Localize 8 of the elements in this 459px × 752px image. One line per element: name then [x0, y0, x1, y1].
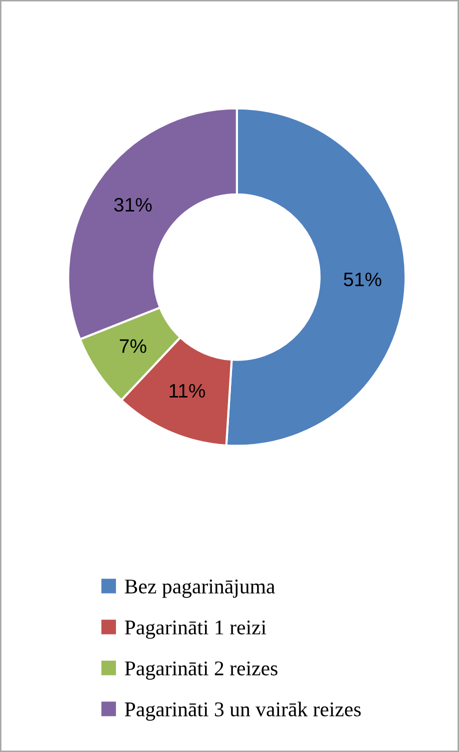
data-label: 31% [114, 198, 152, 212]
legend-label: Pagarināti 1 reizi [124, 620, 266, 639]
legend-label: Pagarināti 2 reizes [124, 661, 278, 680]
data-label: 11% [170, 384, 206, 398]
data-label: 51% [344, 272, 382, 286]
legend-label: Bez pagarinājuma [124, 580, 275, 598]
data-label: 7% [120, 339, 146, 353]
legend-label: Pagarināti 3 un vairāk reizes [124, 702, 361, 721]
